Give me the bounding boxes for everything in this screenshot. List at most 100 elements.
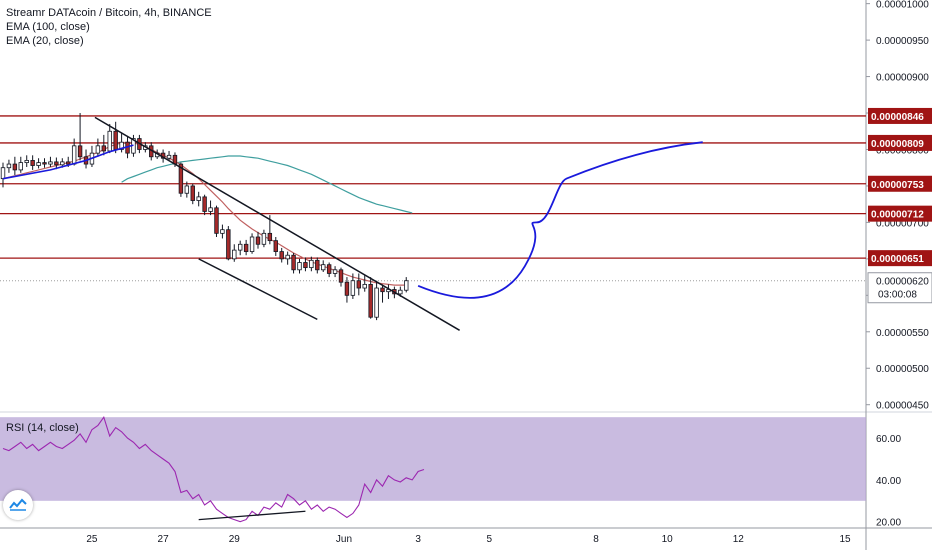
forecast-curve	[417, 141, 703, 299]
price-tick-label: 0.00000800	[876, 145, 929, 156]
level-price-tag	[868, 134, 932, 151]
level-price-label: 0.00000712	[871, 210, 924, 221]
candle-body	[326, 264, 332, 274]
chart-legend: Streamr DATAcoin / Bitcoin, 4h, BINANCE …	[6, 6, 212, 48]
candle-body	[303, 262, 308, 269]
level-price-tag	[868, 250, 932, 267]
price-tick-label: 0.00000700	[876, 218, 929, 229]
price-tick-label: 0.00000900	[876, 73, 929, 84]
candle-body	[30, 160, 35, 166]
candle-body	[315, 259, 320, 271]
candle-body	[291, 254, 296, 271]
candle-body	[398, 289, 403, 295]
level-price-tag	[868, 107, 932, 124]
ema100-legend: EMA (100, close)	[6, 21, 90, 33]
candle-body	[71, 145, 77, 165]
candle-body	[196, 196, 201, 201]
rsi-legend: RSI (14, close)	[6, 422, 79, 434]
candle-body	[404, 280, 409, 291]
candle-body	[261, 232, 267, 245]
candle-body	[178, 163, 184, 194]
rising-curve	[2, 144, 134, 180]
candle-body	[60, 161, 65, 166]
rsi-tick-label: 20.00	[876, 518, 901, 529]
logo-icon	[9, 498, 27, 511]
channel-upper-trendline	[94, 116, 460, 331]
candle-body	[6, 163, 12, 169]
price-tick-label: 0.00000450	[876, 401, 929, 412]
candle-body	[243, 243, 249, 252]
candle-body	[54, 161, 59, 166]
ema100-line	[121, 155, 413, 214]
candle-body	[119, 141, 124, 150]
rsi-tick-label: 60.00	[876, 434, 901, 445]
candle-body	[356, 280, 361, 289]
candle-body	[226, 229, 231, 260]
price-tick-label: 0.00000950	[876, 36, 929, 47]
level-price-label: 0.00000809	[871, 139, 924, 150]
candle-body	[208, 207, 213, 212]
candle-body	[220, 229, 225, 234]
candle-body	[273, 240, 278, 252]
candle-body	[166, 154, 172, 159]
price-tick-label: 0.00001000	[876, 0, 929, 11]
candle-body	[380, 287, 385, 293]
time-tick-label: 25	[86, 534, 98, 545]
time-tick-label: 8	[593, 534, 599, 545]
price-tick-label: 0.00000500	[876, 364, 929, 375]
time-tick-label: 15	[839, 534, 851, 545]
time-tick-label: 10	[662, 534, 674, 545]
ema20-legend: EMA (20, close)	[6, 35, 84, 47]
rsi-band	[0, 417, 866, 501]
rsi-tick-label: 40.00	[876, 476, 901, 487]
candle-body	[332, 269, 338, 274]
candle-body	[66, 161, 71, 165]
level-price-tag	[868, 205, 932, 222]
candle-body	[362, 283, 367, 289]
candle-body	[190, 185, 195, 201]
level-price-label: 0.00000753	[871, 180, 924, 191]
candle-body	[344, 281, 350, 296]
candle-body	[24, 160, 29, 164]
current-price-label: 0.00000620	[876, 277, 929, 288]
level-price-label: 0.00000651	[871, 254, 924, 265]
candle-body	[338, 269, 344, 283]
time-tick-label: 27	[158, 534, 170, 545]
candle-body	[107, 130, 112, 152]
candle-body	[48, 161, 53, 165]
candle-body	[374, 287, 379, 318]
candle-body	[255, 236, 261, 245]
candle-body	[368, 283, 373, 318]
candle-body	[309, 259, 314, 269]
symbol-title: Streamr DATAcoin / Bitcoin, 4h, BINANCE	[6, 7, 212, 19]
price-tick-label: 0.00000550	[876, 328, 929, 339]
time-tick-label: Jun	[336, 534, 352, 545]
candle-body	[184, 185, 190, 194]
candle-body	[101, 145, 107, 152]
candle-body	[285, 254, 290, 260]
candle-body	[249, 236, 255, 252]
channel-lower-trendline	[198, 258, 318, 321]
level-price-tag	[868, 175, 932, 192]
time-tick-label: 5	[486, 534, 492, 545]
rsi-divergence-line	[198, 510, 306, 521]
current-price-tag	[867, 272, 932, 304]
candle-body	[350, 280, 356, 296]
candle-body	[237, 243, 243, 251]
candle-body	[267, 232, 273, 242]
candle-body	[95, 145, 101, 154]
candle-body	[36, 162, 41, 166]
time-tick-label: 12	[733, 534, 745, 545]
rsi-line	[2, 415, 425, 523]
candle-body	[12, 163, 18, 171]
candle-body	[214, 207, 219, 234]
tradingview-logo[interactable]	[3, 490, 33, 520]
time-tick-label: 29	[229, 534, 241, 545]
candle-body	[18, 162, 23, 171]
candle-body	[321, 264, 326, 271]
candle-body	[113, 130, 118, 150]
candle-body	[297, 262, 302, 271]
candle-body	[77, 145, 83, 158]
candle-body	[232, 249, 237, 260]
